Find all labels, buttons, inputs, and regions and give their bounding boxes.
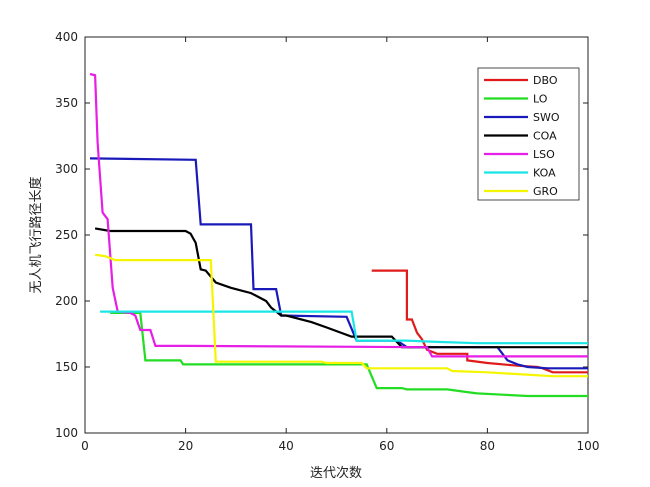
- y-axis-ticks: 100 150 200 250 300 350 400: [55, 30, 588, 440]
- x-tick-label: 100: [577, 439, 600, 453]
- legend-label-dbo: DBO: [533, 74, 558, 87]
- legend: DBO LO SWO COA LSO KOA GRO: [477, 67, 580, 201]
- series-lines: [89, 72, 588, 398]
- x-tick-label: 0: [81, 439, 89, 453]
- legend-label-koa: KOA: [533, 167, 556, 180]
- x-axis-label: 迭代次数: [310, 465, 362, 481]
- series-line-lo: [110, 311, 588, 398]
- y-tick-label: 300: [55, 162, 78, 176]
- series-line-coa: [94, 227, 588, 349]
- legend-box: [477, 67, 580, 201]
- legend-label-gro: GRO: [533, 185, 558, 198]
- y-tick-label: 150: [55, 360, 78, 374]
- x-tick-label: 40: [279, 439, 294, 453]
- y-tick-label: 350: [55, 96, 78, 110]
- legend-label-coa: COA: [533, 130, 557, 143]
- series-line-koa: [100, 310, 588, 345]
- y-axis-label: 无人机飞行路径长度: [28, 176, 44, 293]
- x-axis-ticks: 0 20 40 60 80 100: [81, 37, 599, 453]
- legend-label-lo: LO: [533, 93, 548, 106]
- series-line-lso: [89, 72, 588, 358]
- legend-label-lso: LSO: [533, 148, 555, 161]
- x-tick-label: 20: [178, 439, 193, 453]
- y-tick-label: 100: [55, 426, 78, 440]
- y-tick-label: 200: [55, 294, 78, 308]
- x-tick-label: 60: [379, 439, 394, 453]
- x-tick-label: 80: [480, 439, 495, 453]
- series-line-gro: [94, 253, 588, 378]
- y-tick-label: 250: [55, 228, 78, 242]
- y-tick-label: 400: [55, 30, 78, 44]
- legend-label-swo: SWO: [533, 111, 560, 124]
